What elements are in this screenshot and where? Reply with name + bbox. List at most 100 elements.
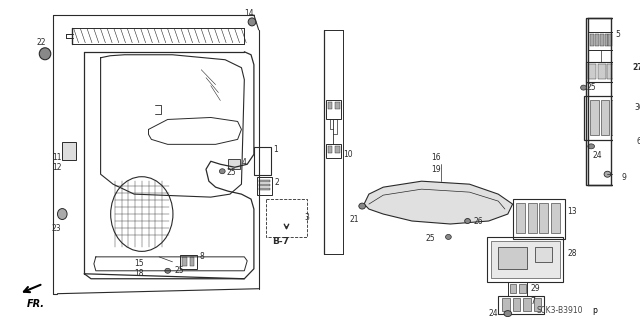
Bar <box>588 32 613 50</box>
Bar <box>254 147 271 175</box>
Text: p: p <box>592 306 597 315</box>
Bar <box>498 247 527 269</box>
Bar <box>266 199 307 237</box>
Text: 4: 4 <box>241 158 246 167</box>
Bar <box>259 184 270 186</box>
Bar <box>528 203 536 233</box>
Text: 13: 13 <box>567 207 577 216</box>
Bar <box>189 257 195 266</box>
Bar <box>328 146 332 153</box>
Text: 2: 2 <box>274 178 279 187</box>
Bar <box>335 101 340 108</box>
Text: 28: 28 <box>567 249 577 258</box>
Text: 15: 15 <box>134 259 144 268</box>
Bar <box>586 18 640 185</box>
Text: 10: 10 <box>343 150 353 159</box>
Text: 22: 22 <box>36 38 46 47</box>
Ellipse shape <box>359 203 365 209</box>
Bar <box>551 203 559 233</box>
Bar <box>627 64 634 79</box>
Text: 25: 25 <box>174 266 184 275</box>
Ellipse shape <box>220 169 225 174</box>
Bar <box>595 34 599 46</box>
Text: 25: 25 <box>226 168 236 177</box>
Text: 6: 6 <box>636 137 640 146</box>
Bar <box>598 64 605 79</box>
Bar <box>584 96 632 140</box>
Bar <box>607 64 615 79</box>
Bar <box>588 64 596 79</box>
Bar <box>326 100 341 120</box>
Bar <box>590 100 599 135</box>
Text: 3: 3 <box>305 212 310 221</box>
Ellipse shape <box>580 85 586 90</box>
Bar <box>601 100 609 135</box>
Ellipse shape <box>164 268 170 273</box>
Ellipse shape <box>58 209 67 219</box>
Text: 18: 18 <box>134 269 143 278</box>
Bar <box>617 64 625 79</box>
Text: 19: 19 <box>431 165 441 174</box>
Bar <box>508 282 527 296</box>
Bar <box>605 34 609 46</box>
Bar <box>513 199 565 239</box>
Bar <box>328 101 332 108</box>
Bar <box>519 284 526 293</box>
Bar <box>180 255 197 269</box>
Text: 11: 11 <box>52 153 62 162</box>
Text: FR.: FR. <box>27 299 45 309</box>
Ellipse shape <box>248 18 256 26</box>
Bar <box>540 203 548 233</box>
Bar <box>490 241 559 278</box>
Bar <box>326 145 341 158</box>
Text: 27: 27 <box>632 63 640 72</box>
Bar <box>259 180 270 182</box>
Polygon shape <box>364 181 513 224</box>
Bar <box>516 203 525 233</box>
Text: 12: 12 <box>52 163 62 172</box>
Ellipse shape <box>465 219 470 224</box>
Bar <box>62 142 76 160</box>
Bar <box>259 188 270 190</box>
Text: 23: 23 <box>52 225 61 234</box>
Text: 24: 24 <box>488 309 498 318</box>
Bar <box>534 298 541 311</box>
Ellipse shape <box>39 48 51 60</box>
Text: 25: 25 <box>586 83 596 92</box>
Text: 25: 25 <box>426 234 435 243</box>
Bar <box>335 146 340 153</box>
Ellipse shape <box>504 311 511 316</box>
Bar <box>182 257 187 266</box>
Bar <box>609 34 612 46</box>
Text: 14: 14 <box>244 10 254 19</box>
Text: 24: 24 <box>592 151 602 160</box>
Ellipse shape <box>604 171 611 177</box>
Text: 26: 26 <box>474 217 483 226</box>
Bar <box>523 298 531 311</box>
Bar <box>509 284 516 293</box>
Bar <box>513 298 520 311</box>
Bar <box>257 177 272 195</box>
Text: 21: 21 <box>349 214 359 224</box>
Text: S0K3-B3910: S0K3-B3910 <box>536 306 583 315</box>
Text: 30: 30 <box>634 103 640 112</box>
Bar <box>600 34 604 46</box>
Text: 8: 8 <box>199 252 204 261</box>
Bar <box>534 247 552 262</box>
Text: 5: 5 <box>615 30 620 39</box>
Ellipse shape <box>588 144 595 149</box>
Bar <box>622 100 630 135</box>
Text: B-7: B-7 <box>272 237 289 246</box>
Bar <box>228 159 239 169</box>
Bar <box>586 62 630 82</box>
Ellipse shape <box>445 234 451 240</box>
Text: 7: 7 <box>531 297 536 306</box>
Text: 16: 16 <box>431 153 441 162</box>
Bar <box>487 237 563 282</box>
Text: 1: 1 <box>273 145 278 154</box>
Bar <box>502 298 509 311</box>
Bar <box>611 100 620 135</box>
Bar <box>590 34 594 46</box>
Text: 9: 9 <box>622 173 627 182</box>
Text: 29: 29 <box>531 284 540 293</box>
